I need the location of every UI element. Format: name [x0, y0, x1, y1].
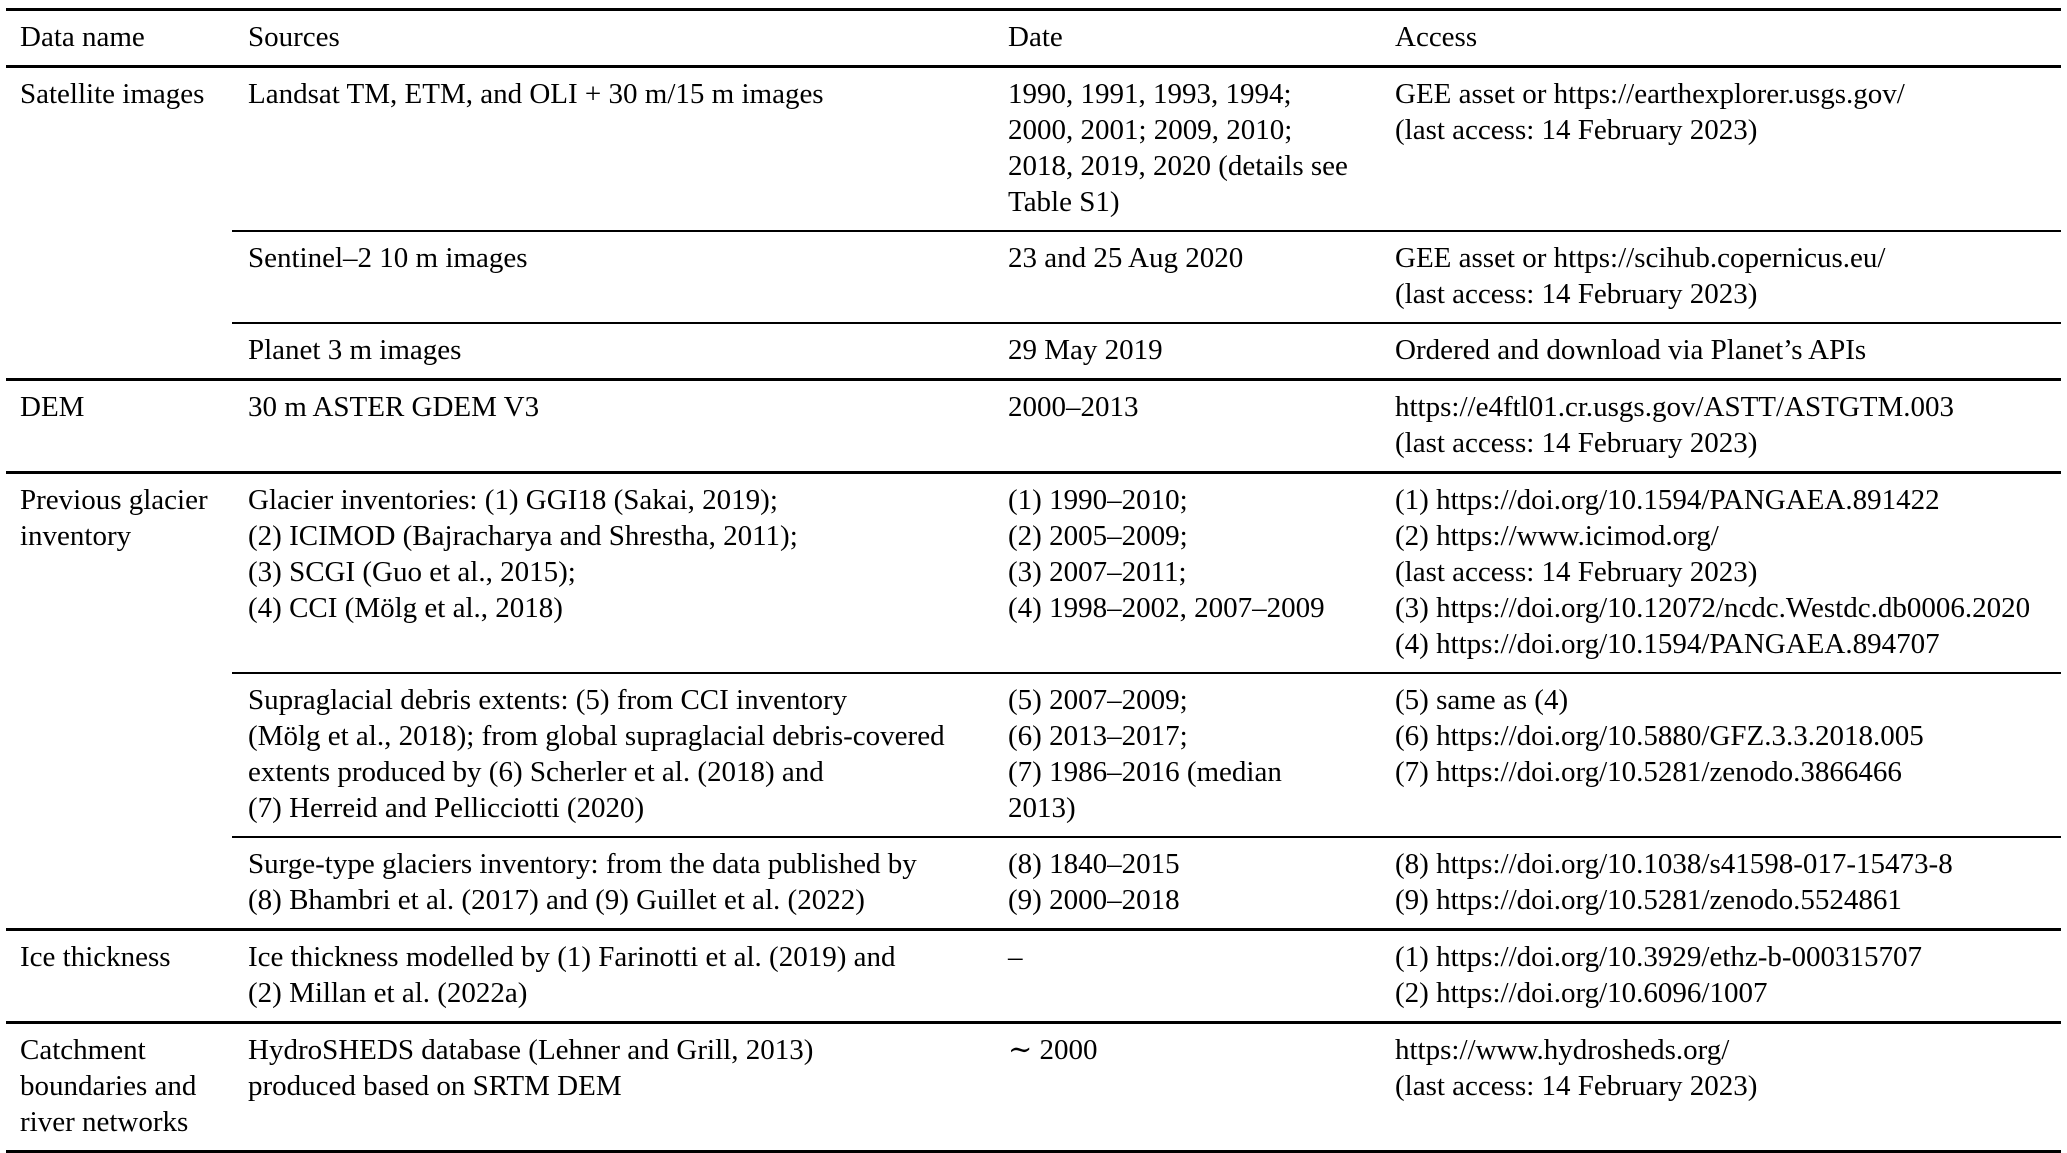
- column-header-sources: Sources: [248, 21, 340, 53]
- table-row: HydroSHEDS database (Lehner and Grill, 2…: [232, 1024, 2061, 1114]
- access-cell: GEE asset or https://scihub.copernicus.e…: [1395, 242, 1886, 310]
- access-cell: https://e4ftl01.cr.usgs.gov/ASTT/ASTGTM.…: [1395, 391, 1955, 459]
- paper-table-page: { "table": { "columns": ["Data name", "S…: [0, 8, 2067, 1153]
- date-cell: (1) 1990–2010; (2) 2005–2009; (3) 2007–2…: [1008, 484, 1325, 624]
- table-row: Supraglacial debris extents: (5) from CC…: [232, 672, 2061, 836]
- table-row: Surge-type glaciers inventory: from the …: [232, 836, 2061, 928]
- date-cell: 29 May 2019: [1008, 334, 1163, 366]
- date-cell: –: [1008, 941, 1023, 973]
- access-cell: (1) https://doi.org/10.1594/PANGAEA.8914…: [1395, 484, 2031, 660]
- group-name-cell: Previous glacier inventory: [20, 484, 208, 552]
- access-cell: (8) https://doi.org/10.1038/s41598-017-1…: [1395, 848, 1953, 916]
- table-row: Glacier inventories: (1) GGI18 (Sakai, 2…: [232, 474, 2061, 672]
- column-header-access: Access: [1395, 21, 1478, 53]
- sources-cell: Landsat TM, ETM, and OLI + 30 m/15 m ima…: [248, 78, 824, 110]
- table-group: DEM 30 m ASTER GDEM V3 2000–2013 https://e4…: [6, 378, 2061, 471]
- access-cell: GEE asset or https://earthexplorer.usgs.…: [1395, 78, 1905, 146]
- date-cell: 1990, 1991, 1993, 1994; 2000, 2001; 2009…: [1008, 78, 1348, 218]
- table-group: Previous glacier inventory Glacier invent…: [6, 471, 2061, 928]
- table-row: Ice thickness modelled by (1) Farinotti …: [232, 931, 2061, 1021]
- group-name-cell: Catchment boundaries and river networks: [20, 1034, 197, 1138]
- sources-cell: Glacier inventories: (1) GGI18 (Sakai, 2…: [248, 484, 798, 624]
- group-rows: Landsat TM, ETM, and OLI + 30 m/15 m ima…: [232, 68, 2061, 378]
- sources-cell: HydroSHEDS database (Lehner and Grill, 2…: [248, 1034, 814, 1102]
- group-rows: Ice thickness modelled by (1) Farinotti …: [232, 931, 2061, 1021]
- date-cell: 23 and 25 Aug 2020: [1008, 242, 1244, 274]
- data-sources-table: Data name Sources Date Access Satellite …: [6, 8, 2061, 1153]
- date-cell: 2000–2013: [1008, 391, 1139, 423]
- sources-cell: Sentinel–2 10 m images: [248, 242, 528, 274]
- table-row: Landsat TM, ETM, and OLI + 30 m/15 m ima…: [232, 68, 2061, 230]
- access-cell: https://www.hydrosheds.org/ (last access…: [1395, 1034, 1758, 1102]
- sources-cell: Ice thickness modelled by (1) Farinotti …: [248, 941, 896, 1009]
- table-group: Ice thickness Ice thickness modelled by (…: [6, 928, 2061, 1021]
- sources-cell: 30 m ASTER GDEM V3: [248, 391, 540, 423]
- table-row: Sentinel–2 10 m images 23 and 25 Aug 2020…: [232, 230, 2061, 322]
- group-name-cell: Ice thickness: [20, 941, 171, 973]
- column-header-data-name: Data name: [20, 21, 145, 53]
- table-body: Satellite images Landsat TM, ETM, and OLI…: [6, 68, 2061, 1150]
- date-cell: ∼ 2000: [1008, 1034, 1098, 1066]
- sources-cell: Planet 3 m images: [248, 334, 462, 366]
- column-header-date: Date: [1008, 21, 1063, 53]
- table-group: Catchment boundaries and river networks H…: [6, 1021, 2061, 1150]
- sources-cell: Supraglacial debris extents: (5) from CC…: [248, 684, 945, 824]
- table-header-row: Data name Sources Date Access: [6, 11, 2061, 68]
- group-rows: HydroSHEDS database (Lehner and Grill, 2…: [232, 1024, 2061, 1114]
- group-rows: Glacier inventories: (1) GGI18 (Sakai, 2…: [232, 474, 2061, 928]
- access-cell: Ordered and download via Planet’s APIs: [1395, 334, 1867, 366]
- sources-cell: Surge-type glaciers inventory: from the …: [248, 848, 917, 916]
- access-cell: (1) https://doi.org/10.3929/ethz-b-00031…: [1395, 941, 1923, 1009]
- date-cell: (8) 1840–2015 (9) 2000–2018: [1008, 848, 1180, 916]
- group-rows: 30 m ASTER GDEM V3 2000–2013 https://e4ftl…: [232, 381, 2061, 471]
- group-name-cell: Satellite images: [20, 78, 205, 110]
- table-group: Satellite images Landsat TM, ETM, and OLI…: [6, 68, 2061, 378]
- table-row: 30 m ASTER GDEM V3 2000–2013 https://e4ftl…: [232, 381, 2061, 471]
- date-cell: (5) 2007–2009; (6) 2013–2017; (7) 1986–2…: [1008, 684, 1282, 824]
- group-name-cell: DEM: [20, 391, 85, 423]
- table-row: Planet 3 m images 29 May 2019 Ordered and …: [232, 322, 2061, 378]
- access-cell: (5) same as (4) (6) https://doi.org/10.5…: [1395, 684, 1924, 788]
